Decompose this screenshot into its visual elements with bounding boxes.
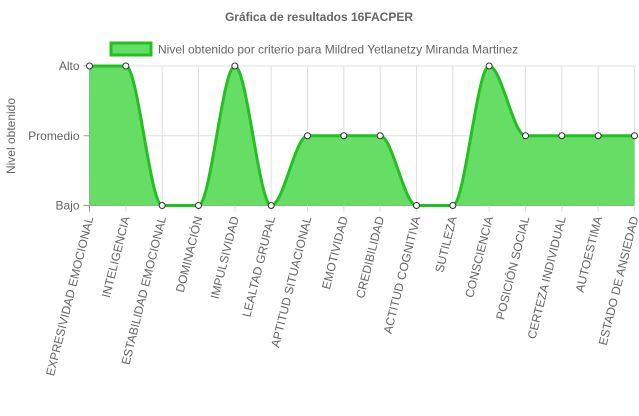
data-point [195, 202, 202, 209]
x-tick-label: POSICIÓN SOCIAL [492, 214, 532, 321]
data-point [86, 62, 93, 70]
data-point [631, 132, 638, 140]
y-tick-label: Promedio [28, 129, 80, 143]
data-point [340, 132, 348, 140]
data-point [522, 132, 529, 140]
x-tick-label: INTELIGENCIA [99, 215, 133, 299]
data-point [558, 132, 566, 140]
y-axis-label: Nivel obtenido [4, 98, 18, 174]
x-tick-label: LEALTAD GRUPAL [239, 215, 278, 319]
data-point [267, 202, 275, 209]
data-point [485, 62, 493, 70]
legend[interactable]: Nivel obtenido por criterio para Mildred… [109, 41, 518, 57]
data-point [594, 132, 602, 140]
data-points [86, 62, 638, 209]
tick-labels: EXPRESIVIDAD EMOCIONAL INTELIGENCIAESTABI… [43, 214, 639, 377]
x-tick-label: ACTITUD COGNITIVA [381, 215, 424, 335]
x-tick-label: APTITUD SITUACIONAL [268, 215, 314, 349]
y-tick-label: Alto [59, 59, 80, 73]
legend-label: Nivel obtenido por criterio para Mildred… [158, 43, 518, 57]
chart-title: Gráfica de resultados 16FACPER [225, 10, 413, 24]
data-point [231, 62, 239, 70]
x-tick-label: SUTILEZA [432, 215, 459, 274]
data-point [413, 202, 420, 209]
legend-swatch [109, 41, 153, 57]
x-tick-label: EXPRESIVIDAD EMOCIONAL [43, 215, 96, 378]
x-tick-label: EMOTIVIDAD [319, 215, 351, 291]
data-point [122, 62, 130, 70]
x-tick-label: CONSCIENCIA [462, 215, 496, 299]
x-tick-label: CREDIBILIDAD [353, 215, 387, 300]
data-point [304, 132, 311, 140]
data-point [449, 202, 457, 209]
y-tick-label: Bajo [55, 199, 79, 213]
data-point [158, 202, 166, 209]
x-tick-label: ESTADO DE ANSIEDAD [596, 215, 639, 347]
x-tick-label: CERTEZA INDIVIDUAL [525, 215, 569, 341]
x-tick-label: AUTOESTIMA [573, 215, 605, 294]
data-point [376, 132, 384, 140]
x-tick-label: DOMINACIÓN [172, 215, 205, 294]
x-tick-label: IMPULSIVIDAD [208, 215, 242, 301]
